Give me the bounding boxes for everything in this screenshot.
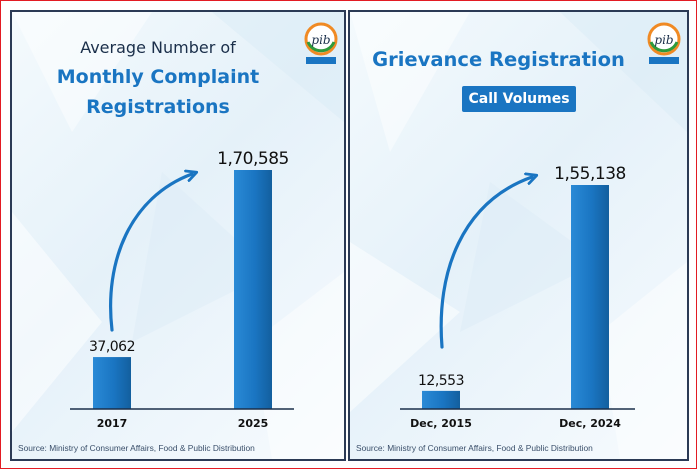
category-label: 2017: [97, 417, 128, 430]
complaints-bar-chart: 37,062 2017 1,70,585 2025: [70, 149, 294, 430]
bar-2025: [234, 170, 272, 409]
value-label: 1,70,585: [217, 149, 289, 169]
panel-call-volumes: pib Grievance Registration Call Volumes …: [348, 10, 689, 461]
bar-dec-2015: [422, 390, 460, 409]
title-line-1: Grievance Registration: [372, 48, 625, 71]
trend-arrow-icon: [439, 177, 532, 349]
category-label: 2025: [238, 417, 269, 430]
bar-2017: [93, 357, 131, 409]
pib-logo-icon: pib: [304, 22, 338, 64]
value-label: 37,062: [89, 339, 135, 355]
value-label: 12,553: [418, 373, 464, 389]
value-label: 1,55,138: [554, 164, 626, 184]
source-note: Source: Ministry of Consumer Affairs, Fo…: [18, 443, 255, 453]
pib-logo-icon: pib: [647, 22, 681, 64]
title-line-1: Average Number of: [80, 38, 236, 57]
trend-arrow-icon: [109, 174, 192, 332]
svg-text:pib: pib: [311, 33, 330, 47]
panel-monthly-complaints: pib Average Number of Monthly Complaint …: [10, 10, 346, 461]
call-volumes-badge: Call Volumes: [462, 86, 576, 112]
title-line-3: Registrations: [86, 96, 230, 118]
svg-text:pib: pib: [654, 33, 673, 47]
source-note: Source: Ministry of Consumer Affairs, Fo…: [356, 443, 593, 453]
call-volumes-bar-chart: 12,553 Dec, 2015 1,55,138 Dec, 2024: [400, 164, 635, 430]
bar-dec-2024: [571, 185, 609, 409]
title-line-2: Monthly Complaint: [56, 66, 260, 88]
category-label: Dec, 2015: [410, 417, 472, 430]
category-label: Dec, 2024: [559, 417, 621, 430]
